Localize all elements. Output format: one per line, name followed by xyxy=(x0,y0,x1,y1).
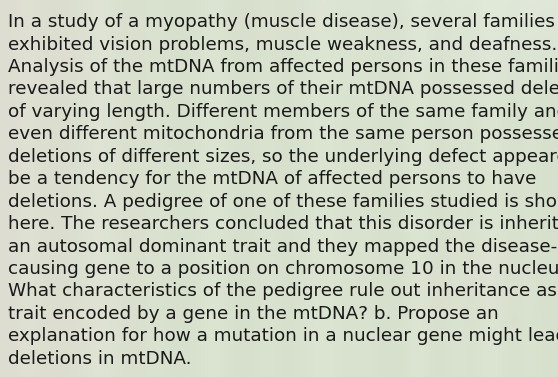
Text: revealed that large numbers of their mtDNA possessed deletions: revealed that large numbers of their mtD… xyxy=(8,81,558,98)
Text: Analysis of the mtDNA from affected persons in these families: Analysis of the mtDNA from affected pers… xyxy=(8,58,558,76)
Text: In a study of a myopathy (muscle disease), several families: In a study of a myopathy (muscle disease… xyxy=(8,13,555,31)
Text: deletions in mtDNA.: deletions in mtDNA. xyxy=(8,350,192,368)
Text: causing gene to a position on chromosome 10 in the nucleus. a.: causing gene to a position on chromosome… xyxy=(8,260,558,278)
Text: exhibited vision problems, muscle weakness, and deafness.: exhibited vision problems, muscle weakne… xyxy=(8,36,557,54)
Text: explanation for how a mutation in a nuclear gene might lead to: explanation for how a mutation in a nucl… xyxy=(8,327,558,345)
Text: even different mitochondria from the same person possessed: even different mitochondria from the sam… xyxy=(8,126,558,143)
Text: What characteristics of the pedigree rule out inheritance as a: What characteristics of the pedigree rul… xyxy=(8,282,558,300)
Text: deletions. A pedigree of one of these families studied is shown: deletions. A pedigree of one of these fa… xyxy=(8,193,558,211)
Text: be a tendency for the mtDNA of affected persons to have: be a tendency for the mtDNA of affected … xyxy=(8,170,537,188)
Text: deletions of different sizes, so the underlying defect appeared to: deletions of different sizes, so the und… xyxy=(8,148,558,166)
Text: of varying length. Different members of the same family and: of varying length. Different members of … xyxy=(8,103,558,121)
Text: trait encoded by a gene in the mtDNA? b. Propose an: trait encoded by a gene in the mtDNA? b.… xyxy=(8,305,499,323)
Text: here. The researchers concluded that this disorder is inherited as: here. The researchers concluded that thi… xyxy=(8,215,558,233)
Text: an autosomal dominant trait and they mapped the disease-: an autosomal dominant trait and they map… xyxy=(8,238,557,256)
